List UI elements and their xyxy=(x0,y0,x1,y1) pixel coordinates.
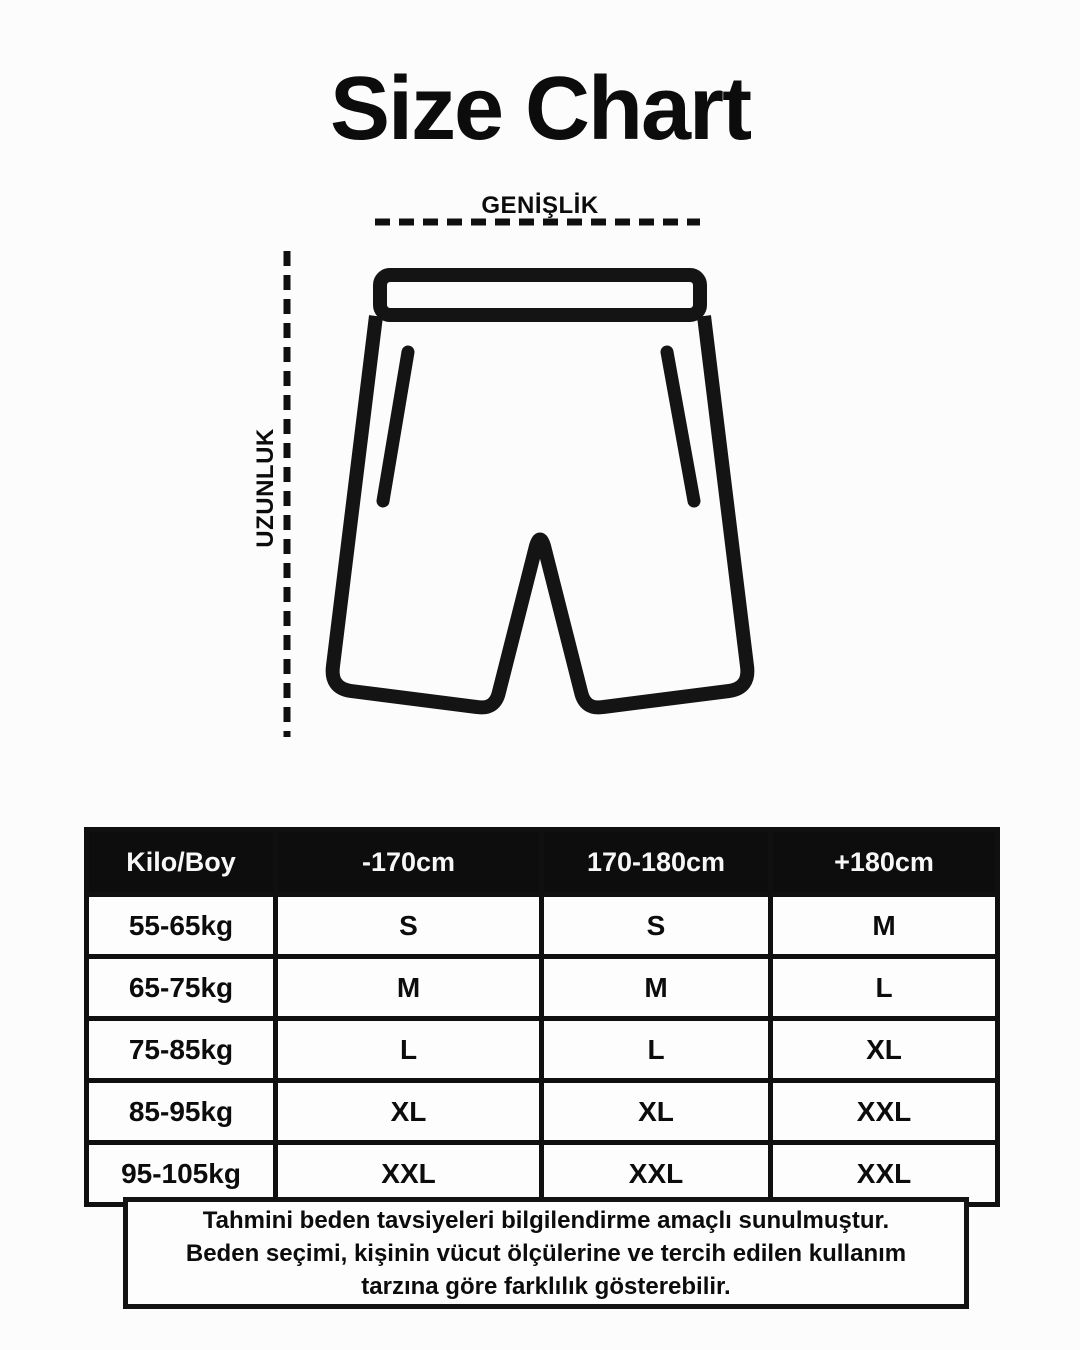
table-header-cell: -170cm xyxy=(273,827,544,897)
size-cell: XXL xyxy=(768,1078,1000,1145)
size-cell: S xyxy=(273,892,544,959)
size-table-header: Kilo/Boy -170cm 170-180cm +180cm xyxy=(84,827,1000,897)
size-cell: M xyxy=(539,954,773,1021)
weight-range-cell: 95-105kg xyxy=(84,1140,278,1207)
size-cell: L xyxy=(273,1016,544,1083)
size-cell: M xyxy=(768,892,1000,959)
size-cell: XL xyxy=(273,1078,544,1145)
size-cell: XL xyxy=(768,1016,1000,1083)
table-row: 55-65kg S S M xyxy=(84,892,1000,959)
left-pocket-line xyxy=(376,345,415,508)
weight-range-cell: 65-75kg xyxy=(84,954,278,1021)
shorts-diagram xyxy=(283,218,755,737)
page-title: Size Chart xyxy=(329,59,752,159)
weight-range-cell: 85-95kg xyxy=(84,1078,278,1145)
size-table-body: 55-65kg S S M 65-75kg M M L 75-85kg L L … xyxy=(84,892,1000,1207)
size-cell: M xyxy=(273,954,544,1021)
table-row: 85-95kg XL XL XXL xyxy=(84,1078,1000,1145)
disclaimer-line: Beden seçimi, kişinin vücut ölçülerine v… xyxy=(185,1239,907,1267)
width-dimension-label: GENİŞLİK xyxy=(481,192,599,219)
right-pocket-line xyxy=(660,345,701,508)
size-cell: XXL xyxy=(768,1140,1000,1207)
shorts-outline-icon xyxy=(325,268,755,715)
table-header-cell: +180cm xyxy=(768,827,1000,897)
disclaimer-box: Tahmini beden tavsiyeleri bilgilendirme … xyxy=(123,1197,969,1309)
table-row: 95-105kg XXL XXL XXL xyxy=(84,1140,1000,1207)
length-dimension-label: UZUNLUK xyxy=(252,428,279,548)
table-header-cell: Kilo/Boy xyxy=(84,827,278,897)
size-cell: XXL xyxy=(273,1140,544,1207)
disclaimer-line: tarzına göre farklılık gösterebilir. xyxy=(361,1272,731,1300)
size-cell: XXL xyxy=(539,1140,773,1207)
table-header-cell: 170-180cm xyxy=(539,827,773,897)
table-header-row: Kilo/Boy -170cm 170-180cm +180cm xyxy=(84,827,1000,897)
size-cell: S xyxy=(539,892,773,959)
size-table: Kilo/Boy -170cm 170-180cm +180cm 55-65kg… xyxy=(84,827,1000,1207)
weight-range-cell: 75-85kg xyxy=(84,1016,278,1083)
table-row: 75-85kg L L XL xyxy=(84,1016,1000,1083)
size-cell: L xyxy=(768,954,1000,1021)
table-row: 65-75kg M M L xyxy=(84,954,1000,1021)
size-cell: L xyxy=(539,1016,773,1083)
disclaimer-line: Tahmini beden tavsiyeleri bilgilendirme … xyxy=(202,1206,890,1234)
shorts-waistband xyxy=(373,268,707,322)
weight-range-cell: 55-65kg xyxy=(84,892,278,959)
shorts-body xyxy=(325,315,755,715)
size-cell: XL xyxy=(539,1078,773,1145)
